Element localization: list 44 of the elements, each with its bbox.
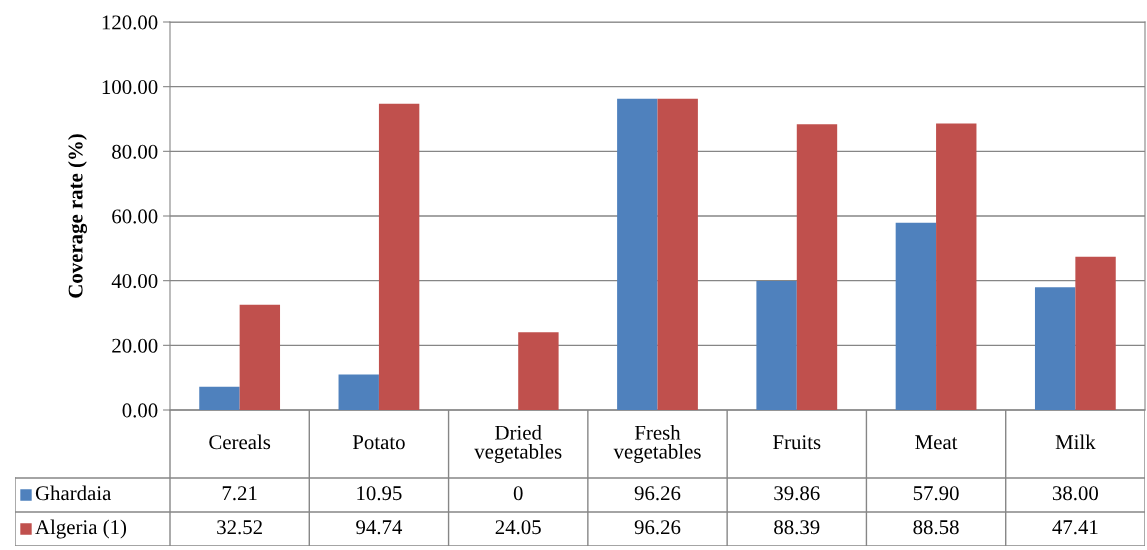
y-tick-label: 80.00 xyxy=(112,144,158,159)
legend-label: Ghardaia xyxy=(35,485,112,501)
bar xyxy=(796,124,838,410)
x-tick-label: Dried vegetables xyxy=(474,425,562,463)
x-tick-label: Fresh vegetables xyxy=(613,425,701,463)
bar xyxy=(756,281,797,410)
y-axis-title: Coverage rate (%) xyxy=(67,134,88,298)
data-label: 39.86 xyxy=(774,486,820,501)
y-tick-label: 120.00 xyxy=(102,15,158,30)
data-label: 0 xyxy=(513,486,523,501)
data-label: 96.26 xyxy=(634,520,681,535)
data-label: 7.21 xyxy=(222,486,257,501)
bar xyxy=(1075,256,1116,410)
y-tick-label: 0.00 xyxy=(122,403,158,418)
data-label: 96.26 xyxy=(634,486,681,501)
bar xyxy=(1034,287,1076,410)
data-label: 10.95 xyxy=(357,486,402,501)
bar xyxy=(378,103,420,410)
x-tick-label: Fruits xyxy=(773,435,821,450)
bar xyxy=(239,304,281,410)
x-tick-label: Cereals xyxy=(209,434,271,450)
data-label: 57.90 xyxy=(913,486,959,501)
y-tick-label: 60.00 xyxy=(112,209,158,224)
bar xyxy=(199,386,240,410)
bar xyxy=(617,98,658,410)
y-tick-label: 20.00 xyxy=(112,338,158,353)
data-label: 38.00 xyxy=(1052,486,1098,501)
data-label: 88.39 xyxy=(774,520,820,535)
data-label: 88.58 xyxy=(913,520,959,535)
legend-label: Algeria (1) xyxy=(35,519,127,539)
x-tick-label: Milk xyxy=(1055,434,1096,450)
y-tick-label: 40.00 xyxy=(111,274,158,289)
data-label: 47.41 xyxy=(1052,520,1098,535)
data-label: 24.05 xyxy=(495,520,541,535)
bar xyxy=(518,332,559,410)
bar xyxy=(657,98,698,410)
y-tick-label: 100.00 xyxy=(102,80,158,95)
bar xyxy=(936,123,977,410)
data-label: 94.74 xyxy=(356,520,403,535)
data-label: 32.52 xyxy=(217,520,262,535)
x-tick-label: Potato xyxy=(352,435,405,450)
x-tick-label: Meat xyxy=(915,435,958,450)
bar xyxy=(895,222,937,410)
bar xyxy=(338,374,379,410)
